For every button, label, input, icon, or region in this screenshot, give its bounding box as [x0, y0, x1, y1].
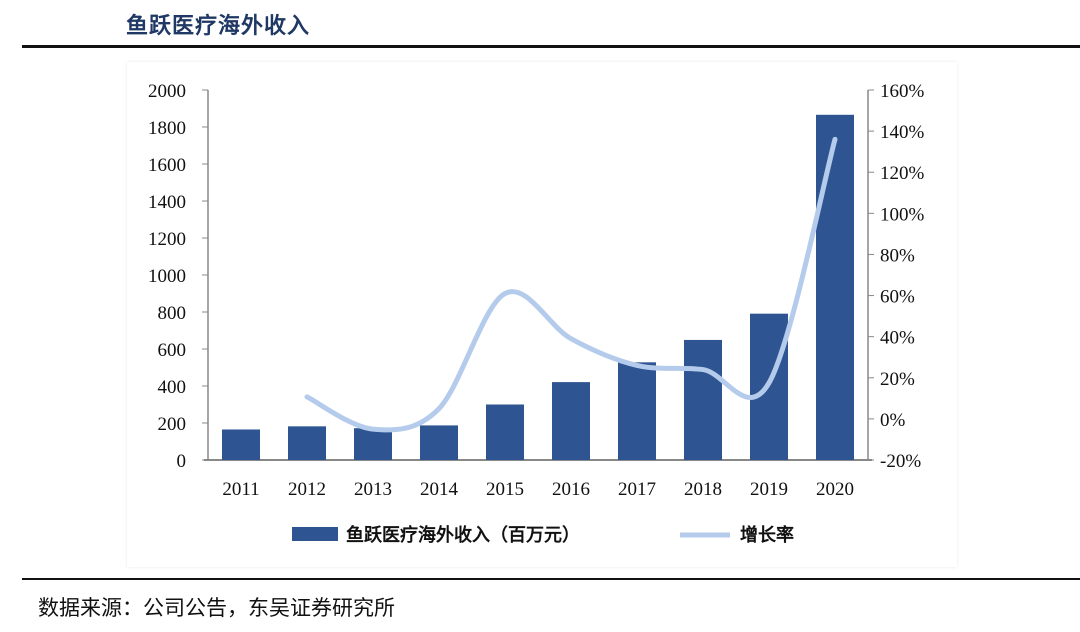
right-tick-label: 20% — [880, 369, 915, 390]
chart-container: 0 200 400 600 800 1000 1200 1400 1600 1800 2000 -20… — [127, 62, 957, 567]
legend-label-growth: 增长率 — [740, 524, 794, 545]
left-tick-label: 0 — [177, 451, 187, 472]
x-tick-label: 2013 — [354, 479, 392, 500]
x-tick-label: 2018 — [684, 479, 722, 500]
right-tick-label: 120% — [880, 163, 925, 184]
bar-2016 — [552, 382, 590, 460]
chart: 0 200 400 600 800 1000 1200 1400 1600 1800 2000 -20… — [148, 81, 925, 545]
bar-2018 — [684, 339, 722, 460]
bar-2020 — [816, 114, 854, 460]
x-tick-label: 2015 — [486, 479, 524, 500]
left-tick-label: 400 — [158, 377, 187, 398]
bar-2012 — [288, 426, 326, 460]
left-tick-label: 1400 — [148, 192, 186, 213]
left-tick-label: 800 — [158, 303, 187, 324]
growth-rate-line — [304, 136, 838, 433]
footer-divider — [22, 578, 1080, 580]
left-tick-label: 1000 — [148, 266, 186, 287]
source-note: 数据来源：公司公告，东吴证券研究所 — [38, 596, 395, 620]
left-tick-label: 1200 — [148, 229, 186, 250]
bar-2017 — [618, 362, 656, 460]
title-divider — [22, 45, 1080, 48]
right-tick-label: 40% — [880, 328, 915, 349]
x-tick-label: 2020 — [816, 479, 854, 500]
left-tick-label: 2000 — [148, 81, 186, 102]
x-tick-label: 2014 — [420, 479, 459, 500]
right-tick-label: 100% — [880, 204, 925, 225]
right-tick-label: 0% — [880, 410, 906, 431]
right-tick-label: -20% — [880, 451, 921, 472]
right-tick-label: 160% — [880, 81, 925, 102]
left-tick-label: 1600 — [148, 155, 186, 176]
right-tick-label: 60% — [880, 287, 915, 308]
x-tick-label: 2017 — [618, 479, 656, 500]
left-tick-label: 1800 — [148, 118, 186, 139]
left-tick-label: 200 — [158, 414, 187, 435]
x-tick-label: 2012 — [288, 479, 326, 500]
bar-2015 — [486, 404, 524, 460]
page-title: 鱼跃医疗海外收入 — [126, 13, 311, 39]
bar-2014 — [420, 425, 458, 460]
bar-2013 — [354, 428, 392, 460]
right-tick-label: 140% — [880, 122, 925, 143]
left-tick-label: 600 — [158, 340, 187, 361]
right-tick-label: 80% — [880, 245, 915, 266]
x-tick-label: 2019 — [750, 479, 788, 500]
bar-2011 — [222, 429, 260, 460]
legend-label-revenue: 鱼跃医疗海外收入（百万元） — [346, 524, 580, 545]
legend-swatch-revenue — [292, 527, 338, 541]
x-tick-label: 2016 — [552, 479, 590, 500]
x-tick-label: 2011 — [222, 479, 259, 500]
